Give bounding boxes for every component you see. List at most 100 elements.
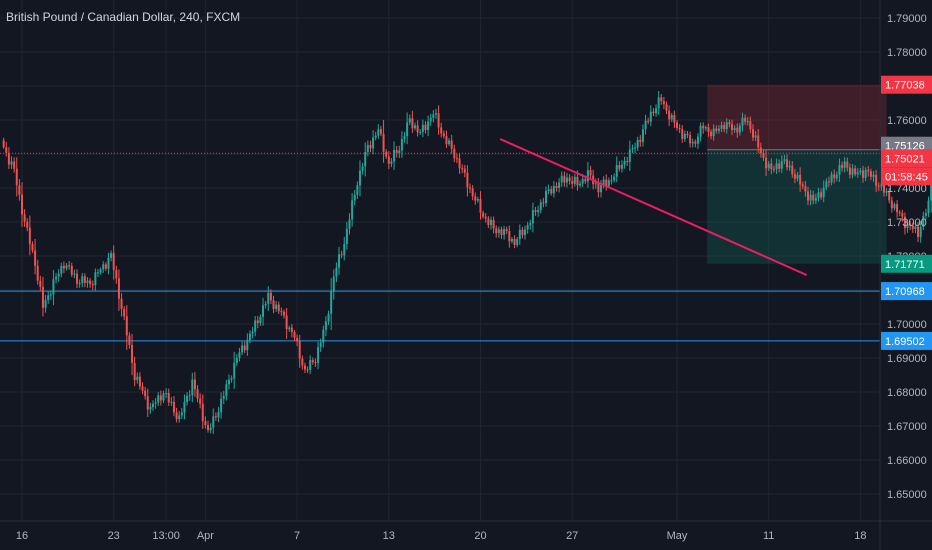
candle-body <box>641 129 644 142</box>
time-tick-label: 11 <box>763 530 774 542</box>
price-tag-horizontal-line <box>881 331 932 350</box>
candle-body <box>558 182 561 189</box>
short-position-tool[interactable] <box>707 84 887 264</box>
candle-body <box>838 165 841 175</box>
candle-body <box>57 273 60 277</box>
candle-body <box>131 344 134 363</box>
candle-body <box>772 169 775 171</box>
candle-body <box>96 272 99 274</box>
candle-body <box>678 127 681 130</box>
candle-body <box>251 331 254 334</box>
candle-body <box>560 175 563 183</box>
candle-body <box>212 416 215 428</box>
candle-body <box>356 185 359 195</box>
candle-body <box>277 304 280 312</box>
candle-body <box>731 124 734 130</box>
candle-body <box>799 174 802 185</box>
trend-line[interactable] <box>499 138 808 276</box>
price-tick-label: 1.74000 <box>887 183 927 195</box>
candle-body <box>930 183 932 201</box>
candle-body <box>15 168 18 186</box>
candle-body <box>60 265 63 274</box>
candle-body <box>589 170 592 176</box>
candle-body <box>414 125 416 129</box>
candle-body <box>21 194 23 215</box>
candle-body <box>453 148 456 159</box>
candle-body <box>814 198 817 201</box>
candle-body <box>843 161 846 168</box>
candle-body <box>825 181 828 188</box>
candle-body <box>267 292 270 304</box>
candle-body <box>547 189 550 192</box>
candle-body <box>534 210 537 212</box>
candle-body <box>275 304 278 309</box>
candle-body <box>94 272 97 286</box>
candle-body <box>2 140 5 148</box>
price-tick-label: 1.66000 <box>887 455 927 467</box>
candle-body <box>613 176 616 181</box>
candle-body <box>136 376 139 380</box>
trend-line-drawing[interactable] <box>499 138 808 276</box>
time-axis[interactable]: 16 23 13:00 Apr 7 13 20 27 May 11 18 <box>16 530 867 542</box>
candle-body <box>235 357 238 363</box>
candle-body <box>243 345 246 351</box>
candle-body <box>896 204 899 213</box>
candle-body <box>696 136 699 144</box>
candle-body <box>903 216 906 229</box>
candle-body <box>340 254 343 256</box>
stop-loss-zone[interactable] <box>707 84 887 150</box>
candle-body <box>919 226 922 238</box>
candle-body <box>293 332 296 338</box>
candle-body <box>448 140 451 145</box>
candle-body <box>644 120 647 130</box>
candle-body <box>403 136 406 139</box>
candle-body <box>521 229 524 236</box>
candle-body <box>812 194 815 201</box>
candle-body <box>552 185 555 194</box>
candle-body <box>513 238 516 245</box>
candle-body <box>830 174 833 183</box>
candle-body <box>322 329 325 343</box>
candle-body <box>786 159 789 168</box>
candle-body <box>780 160 783 169</box>
candle-body <box>408 118 411 123</box>
candle-body <box>264 303 267 306</box>
time-tick-label: 13:00 <box>152 530 180 542</box>
candle-body <box>165 392 168 394</box>
candle-body <box>893 204 896 209</box>
candle-body <box>23 214 26 222</box>
candle-body <box>204 421 207 425</box>
price-tag-horizontal-line <box>881 282 932 301</box>
candle-body <box>191 379 194 396</box>
candle-body <box>262 305 265 317</box>
candle-body <box>162 393 165 401</box>
candle-body <box>600 185 603 193</box>
candle-body <box>686 133 689 136</box>
candle-body <box>901 213 904 217</box>
candle-body <box>890 200 893 209</box>
candle-body <box>406 122 409 137</box>
candle-body <box>471 188 474 197</box>
candle-body <box>518 229 521 240</box>
candle-body <box>500 229 503 235</box>
candle-body <box>922 215 925 227</box>
candle-body <box>618 165 621 169</box>
candle-body <box>924 213 927 216</box>
candle-body <box>427 121 430 131</box>
candle-body <box>28 227 31 245</box>
candle-body <box>660 97 663 102</box>
candle-body <box>602 179 605 186</box>
candle-body <box>81 276 84 284</box>
horizontal-lines[interactable] <box>0 290 880 342</box>
candle-body <box>201 403 204 422</box>
price-tag-stop-loss <box>881 75 932 94</box>
candle-body <box>725 122 728 130</box>
candle-body <box>358 170 361 186</box>
take-profit-zone[interactable] <box>707 149 887 264</box>
candle-body <box>835 174 838 179</box>
candle-body <box>704 127 707 129</box>
candlestick-series <box>2 90 932 435</box>
candle-body <box>390 161 393 164</box>
candle-body <box>104 264 107 269</box>
